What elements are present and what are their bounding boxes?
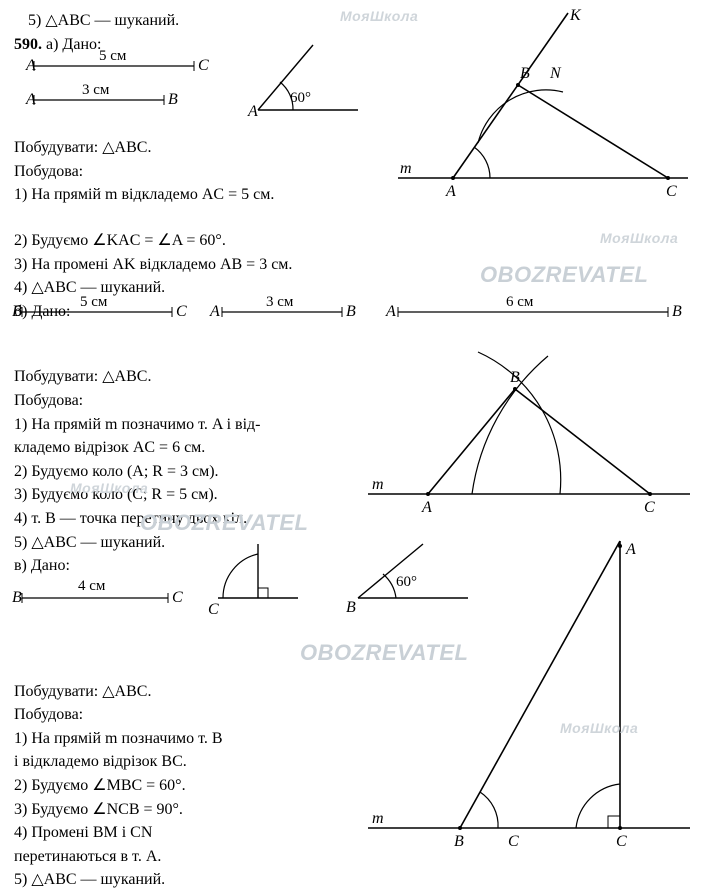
svg-text:5 см: 5 см (80, 294, 108, 310)
svg-text:B: B (454, 833, 464, 850)
svg-text:C: C (644, 499, 655, 516)
svg-text:m: m (372, 810, 384, 827)
svg-text:A: A (421, 499, 432, 516)
svg-text:B: B (346, 599, 356, 616)
partB-segments: B C 5 см A B 3 см A B 6 см (8, 292, 698, 326)
svg-text:A: A (445, 183, 456, 200)
partB-triangle: m A C B (360, 334, 700, 524)
partA-seg2: A B 3 см (14, 82, 194, 112)
svg-text:N: N (549, 65, 562, 82)
svg-text:B: B (672, 303, 682, 320)
svg-text:B: B (510, 369, 520, 386)
svg-text:A: A (385, 303, 396, 320)
svg-text:B: B (12, 303, 22, 320)
svg-text:K: K (569, 8, 582, 24)
svg-text:3 см: 3 см (266, 294, 294, 310)
partA-seg1: A C 5 см (14, 48, 214, 78)
svg-text:C: C (172, 589, 183, 606)
svg-text:A: A (25, 57, 36, 74)
svg-text:A: A (209, 303, 220, 320)
svg-text:C: C (176, 303, 187, 320)
svg-text:6 см: 6 см (506, 294, 534, 310)
svg-text:A: A (247, 103, 258, 120)
svg-text:3 см: 3 см (82, 82, 110, 98)
svg-text:C: C (616, 833, 627, 850)
svg-text:C: C (208, 601, 219, 618)
svg-text:m: m (400, 160, 412, 177)
partA-triangle: K B N m A C (388, 8, 698, 208)
svg-text:B: B (168, 91, 178, 108)
page-root: 5) △ABC — шуканий. 590. а) Дано: A C 5 с… (0, 0, 706, 855)
a-s3: 3) На промені AK відкладемо AB = 3 см. (14, 254, 692, 276)
svg-text:C: C (666, 183, 677, 200)
svg-text:B: B (346, 303, 356, 320)
svg-text:m: m (372, 476, 384, 493)
svg-text:B: B (520, 65, 530, 82)
partA-angle: A 60° (238, 40, 368, 120)
svg-text:A: A (625, 541, 636, 558)
c-s5: 5) △ABC — шуканий. (14, 869, 692, 891)
svg-text:C: C (198, 57, 209, 74)
svg-text:60°: 60° (290, 90, 311, 106)
a-s2: 2) Будуємо ∠KAC = ∠A = 60°. (14, 230, 692, 252)
svg-text:B: B (12, 589, 22, 606)
svg-text:4 см: 4 см (78, 578, 106, 594)
svg-text:C: C (508, 833, 519, 850)
svg-text:5 см: 5 см (99, 48, 127, 64)
svg-text:A: A (25, 91, 36, 108)
partC-triangle: m B C C A (360, 536, 700, 856)
